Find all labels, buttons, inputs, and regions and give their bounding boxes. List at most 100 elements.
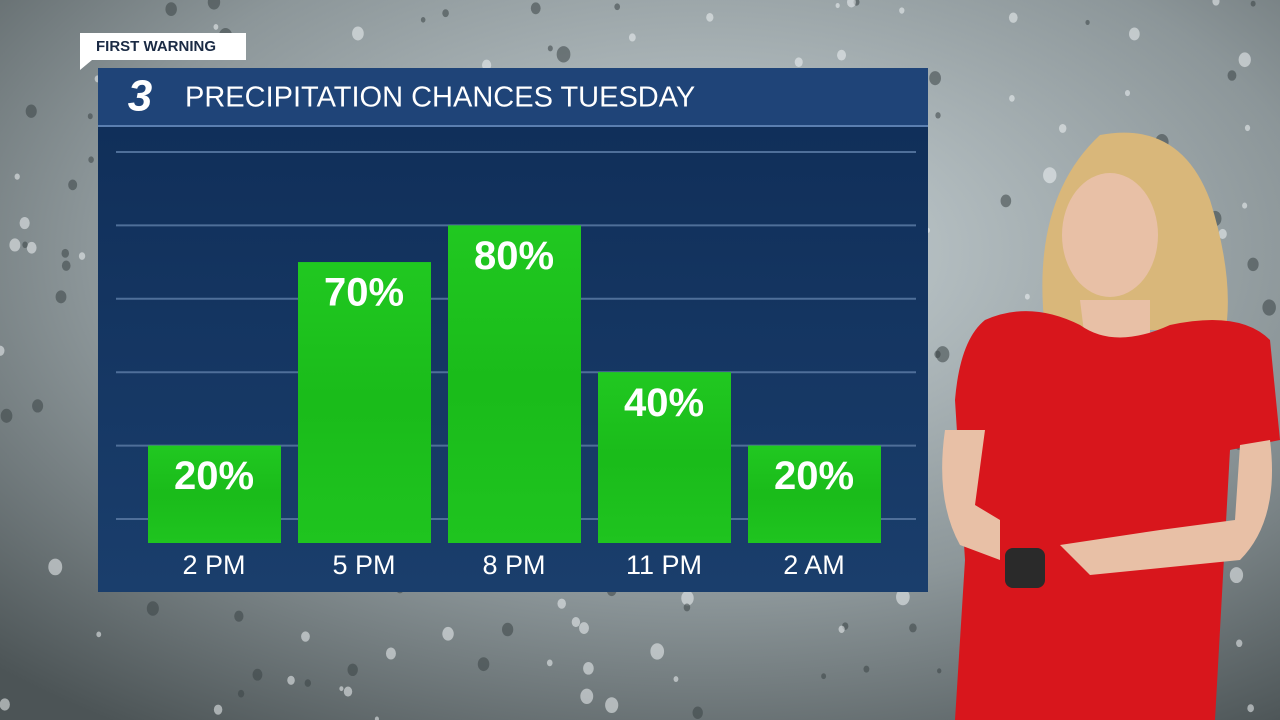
x-tick-label: 11 PM [626, 550, 702, 580]
raindrop [847, 0, 856, 8]
raindrop [605, 697, 619, 714]
presenter [942, 132, 1280, 720]
raindrop [339, 686, 344, 692]
x-tick-label: 2 PM [182, 550, 245, 580]
raindrop [213, 704, 223, 715]
raindrop [25, 104, 37, 118]
raindrop [1000, 194, 1012, 208]
x-tick-label: 2 AM [783, 550, 845, 580]
raindrop [1244, 124, 1251, 132]
bar-shade [598, 372, 731, 543]
raindrop [935, 346, 950, 363]
raindrop [1058, 123, 1067, 133]
raindrop [1247, 257, 1259, 272]
raindrop [614, 3, 621, 11]
raindrop [821, 673, 827, 680]
raindrop [1024, 293, 1030, 300]
plot-area: 20% 2 PM 70% 5 PM 80% 8 PM 40% 11 PM 20% 2 AM [116, 151, 916, 580]
bar-shade [448, 225, 581, 543]
raindrop [502, 622, 514, 637]
raindrop [863, 665, 870, 673]
raindrop [14, 173, 20, 180]
raindrop [61, 248, 69, 258]
raindrop [683, 603, 691, 612]
raindrop [301, 631, 310, 642]
chart-title: PRECIPITATION CHANCES TUESDAY [185, 82, 695, 114]
raindrop [546, 659, 553, 667]
raindrop [55, 290, 67, 304]
raindrop [252, 668, 263, 681]
raindrop [213, 24, 219, 30]
raindrop [929, 71, 941, 86]
raindrop [838, 625, 845, 633]
x-tick-label: 5 PM [332, 550, 395, 580]
raindrop [1218, 228, 1227, 239]
raindrop [477, 657, 490, 672]
raindrop [557, 598, 566, 609]
raindrop [650, 643, 665, 660]
badge-text: FIRST WARNING [96, 38, 216, 55]
raindrop [673, 676, 679, 682]
raindrop [237, 689, 245, 698]
raindrop [1242, 202, 1248, 209]
raindrop [1238, 52, 1251, 68]
raindrop [96, 631, 102, 638]
raindrop [935, 112, 941, 119]
raindrop [1247, 704, 1254, 713]
bar-shade [298, 262, 431, 543]
raindrop [692, 706, 703, 719]
raindrop [556, 46, 571, 63]
raindrop [899, 7, 905, 14]
raindrop [234, 610, 244, 622]
raindrop [837, 49, 847, 61]
raindrop [87, 113, 93, 120]
raindrop [706, 13, 714, 22]
raindrop [583, 661, 594, 675]
raindrop [571, 616, 581, 628]
raindrop [628, 33, 636, 42]
raindrop [580, 688, 594, 705]
raindrop [681, 590, 694, 606]
bar-shade [148, 445, 281, 543]
raindrop [88, 156, 94, 164]
raindrop [909, 623, 917, 633]
chart-header [98, 68, 928, 126]
raindrop [48, 558, 63, 576]
raindrop [0, 345, 5, 356]
raindrop [352, 26, 364, 41]
raindrop [442, 626, 454, 641]
station-logo: 3 [128, 72, 152, 121]
raindrop [1009, 94, 1015, 102]
raindrop [374, 716, 379, 720]
raindrop [0, 698, 10, 711]
value-label: 40% [624, 381, 704, 425]
raindrop [343, 686, 353, 697]
value-label: 20% [174, 454, 254, 498]
raindrop [1129, 27, 1140, 41]
bar-shade [748, 445, 881, 543]
raindrop [1085, 19, 1090, 26]
raindrop [937, 668, 942, 674]
raindrop [68, 179, 78, 191]
raindrop [146, 601, 159, 616]
first-warning-badge: FIRST WARNING [80, 33, 246, 70]
raindrop [385, 647, 396, 660]
raindrop [579, 622, 589, 634]
raindrop [1229, 567, 1244, 584]
raindrop [304, 679, 312, 687]
raindrop [9, 238, 21, 252]
raindrop [26, 241, 37, 254]
raindrop [347, 663, 358, 677]
raindrop [165, 2, 177, 17]
value-label: 80% [474, 234, 554, 278]
raindrop [896, 588, 910, 606]
raindrop [1043, 167, 1057, 184]
raindrop [1008, 12, 1018, 23]
raindrop [442, 9, 449, 18]
raindrop [19, 216, 30, 230]
raindrop [78, 252, 86, 260]
raindrop [287, 675, 295, 685]
raindrop [1236, 639, 1243, 648]
raindrop [0, 408, 13, 423]
